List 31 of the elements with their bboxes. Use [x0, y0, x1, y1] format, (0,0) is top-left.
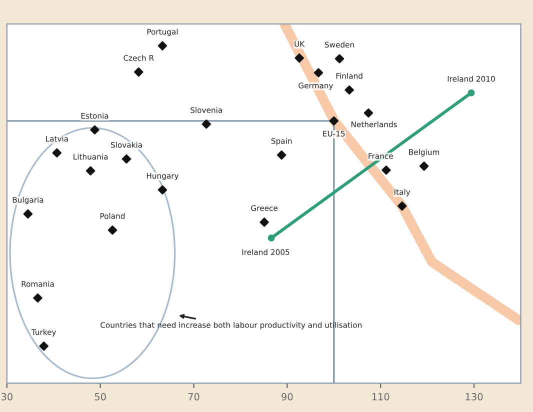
point	[90, 125, 100, 134]
point	[382, 165, 391, 175]
point	[276, 150, 286, 160]
point	[158, 185, 168, 194]
point	[134, 67, 144, 77]
x-tick-label: 50	[94, 393, 106, 400]
x-tick-label: 110	[372, 393, 390, 400]
point	[364, 108, 374, 118]
point	[86, 166, 96, 176]
point	[23, 209, 33, 219]
point	[468, 89, 475, 96]
point	[329, 116, 339, 126]
point	[344, 85, 354, 95]
point	[294, 53, 304, 63]
point	[33, 293, 42, 303]
point	[122, 154, 132, 164]
point	[39, 342, 48, 351]
x-tick-label: 70	[188, 393, 200, 400]
x-tick-label: 130	[466, 393, 483, 400]
point	[202, 120, 212, 129]
point	[334, 54, 344, 64]
x-tick-label: 30	[1, 393, 12, 400]
point	[419, 162, 429, 171]
point	[158, 41, 168, 50]
point	[397, 201, 407, 211]
point	[314, 68, 324, 78]
point	[52, 148, 62, 158]
point	[108, 225, 118, 235]
point	[268, 234, 275, 242]
point	[260, 218, 269, 227]
x-tick-label: 90	[282, 393, 293, 400]
